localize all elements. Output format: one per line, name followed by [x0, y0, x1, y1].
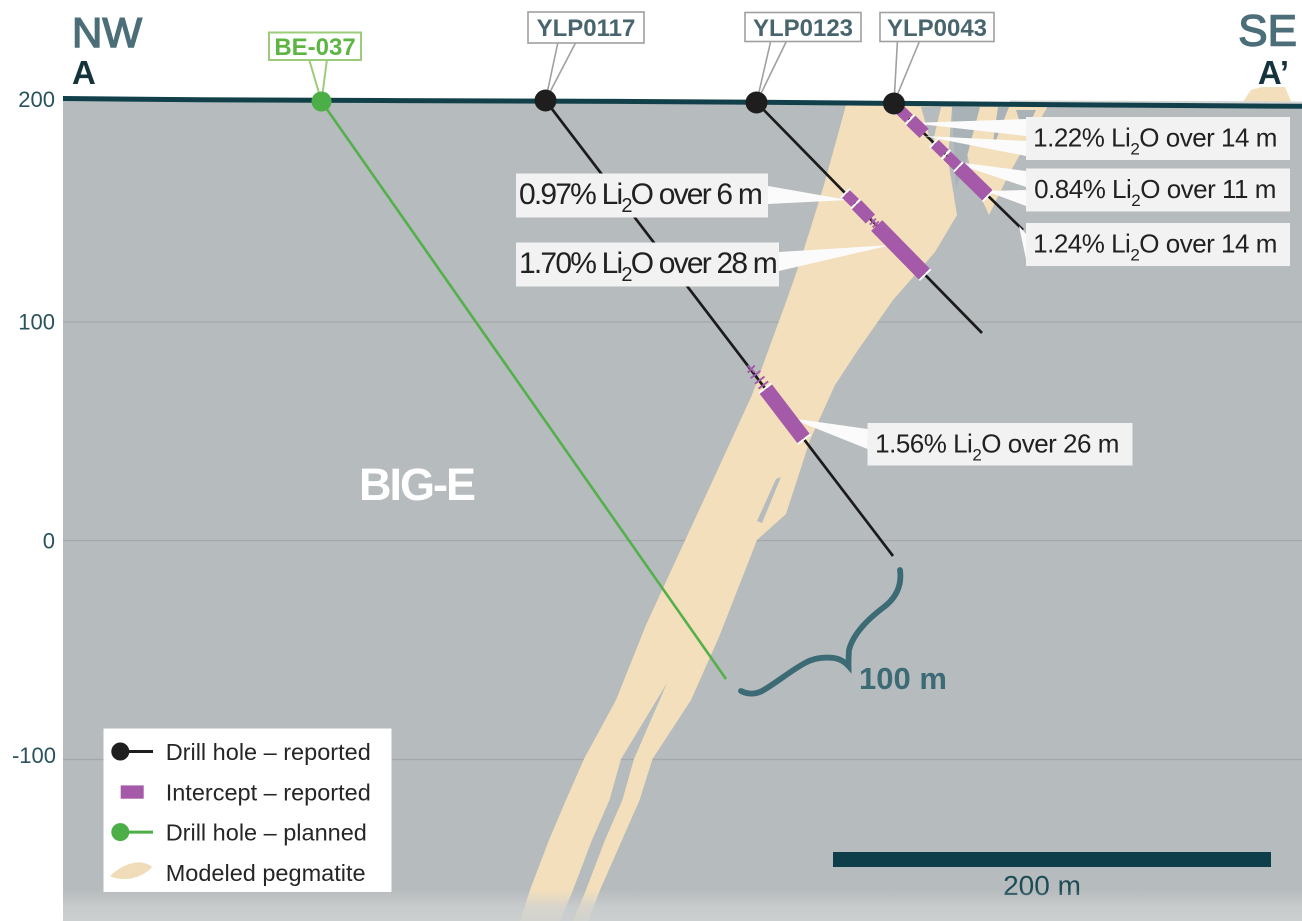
svg-text:SE: SE	[1238, 7, 1297, 56]
svg-text:100 m: 100 m	[859, 661, 947, 696]
svg-text:A: A	[72, 54, 96, 91]
svg-text:Modeled pegmatite: Modeled pegmatite	[166, 860, 366, 886]
svg-text:200: 200	[18, 87, 55, 112]
svg-text:BIG-E: BIG-E	[359, 459, 475, 510]
svg-text:-100: -100	[12, 743, 56, 768]
svg-text:Drill hole – reported: Drill hole – reported	[166, 739, 371, 765]
svg-text:A’: A’	[1258, 54, 1289, 91]
svg-text:Drill hole – planned: Drill hole – planned	[166, 820, 367, 846]
svg-text:YLP0117: YLP0117	[537, 15, 636, 42]
svg-text:Intercept – reported: Intercept – reported	[166, 779, 371, 805]
svg-text:YLP0043: YLP0043	[887, 15, 987, 42]
svg-text:YLP0123: YLP0123	[753, 15, 853, 42]
svg-text:1.70% Li2O over 28 m: 1.70% Li2O over 28 m	[519, 247, 777, 286]
svg-text:0.97% Li2O over 6 m: 0.97% Li2O over 6 m	[519, 178, 762, 217]
svg-text:0: 0	[43, 529, 55, 554]
svg-text:BE-037: BE-037	[274, 34, 355, 61]
svg-text:NW: NW	[72, 9, 142, 56]
svg-text:1.22% Li2O over 14 m: 1.22% Li2O over 14 m	[1033, 123, 1277, 159]
svg-text:100: 100	[18, 310, 55, 335]
